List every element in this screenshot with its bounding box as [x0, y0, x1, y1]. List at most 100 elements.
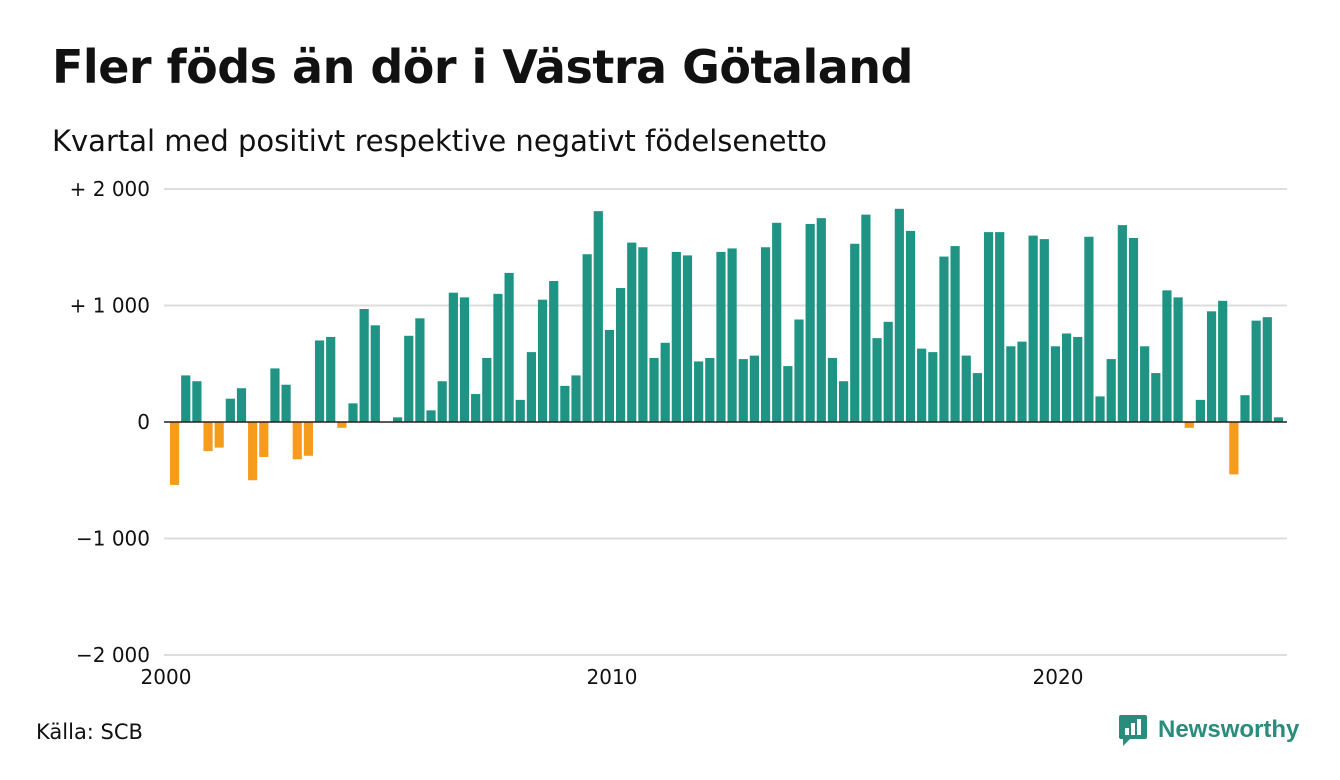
bar: [1095, 396, 1105, 422]
bar: [794, 319, 804, 422]
bar: [816, 218, 826, 423]
bar: [861, 214, 871, 422]
bar: [883, 321, 893, 422]
y-tick-label: + 1 000: [70, 294, 150, 318]
y-tick-label: + 2 000: [70, 177, 150, 201]
newsworthy-logo[interactable]: Newsworthy: [1118, 712, 1299, 748]
bar: [827, 357, 838, 422]
y-tick-label: −2 000: [76, 643, 150, 667]
x-tick-label: 2020: [1033, 665, 1084, 689]
bar: [359, 309, 369, 422]
bar: [504, 272, 514, 422]
bar: [1206, 311, 1217, 422]
bar: [337, 422, 347, 428]
bar: [1017, 341, 1027, 422]
bar: [604, 329, 615, 422]
bar: [1050, 346, 1061, 422]
bar: [616, 288, 626, 422]
y-axis-labels: + 2 000 + 1 000 0 −1 000 −2 000: [70, 177, 150, 667]
bar: [760, 247, 771, 422]
brand-name: Newsworthy: [1158, 716, 1300, 743]
bars: [170, 208, 1284, 485]
bar: [805, 223, 815, 422]
bar: [549, 281, 559, 422]
bar: [515, 399, 525, 422]
bar: [1240, 395, 1250, 422]
bar: [894, 208, 904, 422]
bar: [682, 255, 693, 422]
bar: [1218, 300, 1228, 422]
bar: [905, 230, 916, 422]
bar: [627, 242, 637, 422]
bar: [203, 422, 213, 452]
chart-speech-bubble-icon: [1119, 715, 1147, 746]
bar: [1106, 359, 1116, 422]
bar: [1062, 333, 1072, 422]
bar: [783, 366, 793, 422]
bar: [214, 422, 224, 448]
bar: [850, 243, 860, 422]
bar: [1173, 297, 1183, 422]
bar: [1195, 399, 1205, 422]
bar: [1229, 422, 1239, 475]
bar: [1073, 336, 1083, 422]
bar: [1140, 346, 1150, 422]
bar: [370, 325, 380, 422]
bar: [917, 348, 927, 422]
bar: [170, 422, 180, 485]
bar: [537, 299, 548, 422]
bar: [1184, 422, 1194, 428]
bar: [705, 357, 715, 422]
chart-subtitle: Kvartal med positivt respektive negativt…: [52, 124, 827, 158]
bar: [1273, 417, 1284, 422]
bar: [560, 385, 570, 422]
bar: [459, 297, 470, 422]
bar: [281, 384, 291, 422]
bar: [1162, 290, 1172, 422]
gridlines: [164, 188, 1287, 656]
bar: [638, 247, 648, 422]
x-tick-label: 2010: [587, 665, 638, 689]
bar: [181, 375, 191, 422]
bar: [593, 211, 603, 422]
bar: [694, 361, 704, 422]
bar: [225, 398, 235, 422]
bar: [259, 422, 269, 457]
bar: [928, 352, 938, 422]
bar: [1151, 373, 1161, 422]
bar: [348, 403, 358, 422]
bar: [192, 381, 202, 422]
bar: [716, 251, 726, 422]
bar: [772, 222, 782, 422]
bar: [404, 335, 414, 422]
bar: [415, 318, 425, 422]
bar: [995, 232, 1005, 422]
bar: [248, 422, 258, 481]
bar: [303, 422, 313, 456]
x-tick-label: 2000: [141, 665, 192, 689]
bar: [571, 375, 581, 422]
chart-title: Fler föds än dör i Västra Götaland: [52, 40, 913, 94]
bar: [1084, 236, 1094, 422]
bar: [671, 251, 681, 422]
y-tick-label: −1 000: [76, 527, 150, 551]
source-note: Källa: SCB: [36, 720, 143, 744]
bar: [961, 355, 971, 422]
bar: [1039, 239, 1049, 422]
bar: [983, 232, 994, 422]
bar: [482, 357, 492, 422]
bar: [393, 417, 403, 422]
bar: [939, 256, 949, 422]
bar: [437, 381, 447, 422]
bar: [292, 422, 302, 460]
bar: [738, 359, 748, 422]
bar: [582, 254, 592, 422]
bar: [1028, 235, 1038, 422]
bar: [236, 388, 247, 422]
bar: [314, 340, 325, 422]
bar: [471, 394, 481, 422]
bar: [839, 381, 849, 422]
bar: [1251, 320, 1261, 422]
bar: [326, 336, 336, 422]
